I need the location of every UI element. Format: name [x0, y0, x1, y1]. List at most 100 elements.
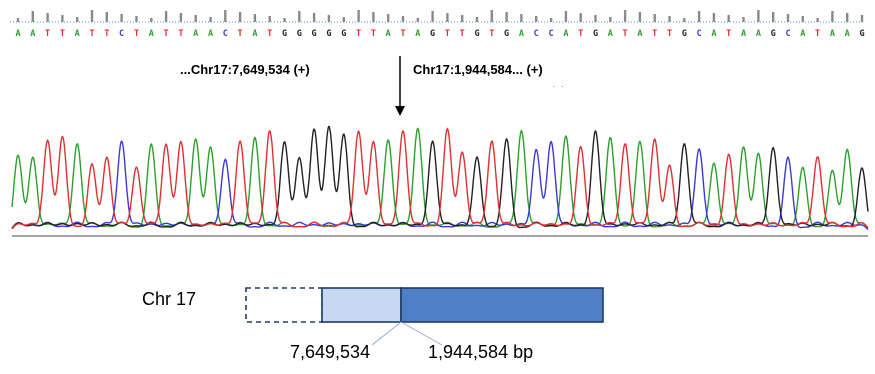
right-coord-leader	[400, 321, 443, 346]
base-call: T	[652, 29, 657, 39]
base-call: C	[697, 29, 702, 39]
quality-bar	[209, 17, 212, 22]
base-call: T	[60, 29, 65, 39]
quality-bar	[609, 17, 612, 22]
quality-bar	[150, 18, 153, 22]
base-call: A	[800, 29, 805, 39]
base-call: C	[223, 29, 228, 39]
quality-bar	[268, 16, 271, 22]
quality-bar	[564, 11, 568, 22]
junction-left-label: ...Chr17:7,649,534 (+)	[180, 62, 310, 77]
quality-bar	[342, 17, 345, 22]
quality-bar	[135, 16, 138, 22]
base-call: T	[400, 29, 405, 39]
quality-bar	[727, 15, 730, 22]
base-call: A	[15, 29, 20, 39]
quality-bar	[831, 11, 834, 22]
base-call: T	[489, 29, 494, 39]
chromosome-right-segment	[400, 287, 604, 323]
base-call: G	[504, 29, 509, 39]
base-call: A	[608, 29, 613, 39]
quality-bar	[298, 11, 301, 22]
quality-bar	[253, 14, 257, 22]
quality-bar	[238, 12, 242, 22]
quality-bar	[312, 13, 316, 22]
quality-bar	[90, 10, 94, 22]
base-call: T	[164, 29, 169, 39]
trace-T	[11, 127, 869, 230]
quality-bar	[623, 10, 627, 22]
quality-bar	[712, 13, 716, 22]
base-call: A	[252, 29, 257, 39]
base-call: A	[208, 29, 213, 39]
quality-bar	[757, 10, 760, 22]
quality-bar	[860, 15, 864, 22]
base-call: A	[30, 29, 35, 39]
quality-bar	[179, 13, 183, 22]
base-call: A	[563, 29, 568, 39]
base-call: C	[534, 29, 539, 39]
base-call: A	[415, 29, 420, 39]
quality-bar	[505, 12, 508, 22]
base-call: T	[371, 29, 376, 39]
quality-bar	[490, 10, 493, 22]
base-call: T	[578, 29, 583, 39]
base-call: G	[682, 29, 687, 39]
quality-bar	[224, 10, 227, 22]
quality-bar	[535, 16, 538, 22]
quality-bar	[520, 14, 523, 22]
quality-bar	[76, 17, 79, 22]
quality-bar	[594, 15, 597, 22]
base-call: G	[474, 29, 479, 39]
base-call: G	[297, 29, 302, 39]
base-call: A	[741, 29, 746, 39]
quality-bar	[120, 14, 123, 22]
right-breakpoint-coordinate: 1,944,584 bp	[428, 342, 534, 362]
base-call: G	[859, 29, 864, 39]
quality-bar	[105, 12, 108, 22]
base-call: G	[430, 29, 435, 39]
quality-bar	[357, 10, 360, 22]
base-call: G	[312, 29, 317, 39]
base-call: T	[445, 29, 450, 39]
base-call: A	[830, 29, 835, 39]
quality-bar	[16, 18, 20, 22]
base-call: A	[756, 29, 761, 39]
base-call: T	[89, 29, 94, 39]
base-call: T	[267, 29, 272, 39]
quality-bar	[401, 16, 405, 22]
base-call: A	[519, 29, 524, 39]
quality-bar	[387, 14, 390, 22]
base-call: A	[386, 29, 391, 39]
base-call: G	[593, 29, 598, 39]
quality-bar	[475, 17, 479, 22]
quality-bar	[786, 14, 790, 22]
base-call: T	[238, 29, 243, 39]
quality-bar	[327, 15, 331, 22]
quality-bar	[668, 16, 671, 22]
base-call: C	[785, 29, 790, 39]
base-call: T	[726, 29, 731, 39]
trace-curves	[11, 125, 869, 231]
base-call: A	[75, 29, 80, 39]
base-call: T	[178, 29, 183, 39]
junction-marker-dots: . .	[553, 80, 566, 89]
base-call: A	[193, 29, 198, 39]
quality-bar	[194, 15, 197, 22]
quality-bar	[164, 11, 168, 22]
base-call: G	[341, 29, 346, 39]
quality-bar	[46, 13, 49, 22]
base-call: A	[845, 29, 850, 39]
quality-bar	[638, 12, 642, 22]
junction-arrow-head	[395, 106, 405, 116]
left-coord-leader	[371, 321, 402, 346]
base-call: A	[711, 29, 716, 39]
base-call: T	[356, 29, 361, 39]
chromosome-label: Chr 17	[142, 289, 197, 309]
quality-bar	[653, 14, 656, 22]
left-breakpoint-coordinate: 7,649,534	[290, 342, 371, 362]
base-call: A	[637, 29, 642, 39]
quality-bar	[461, 15, 464, 22]
